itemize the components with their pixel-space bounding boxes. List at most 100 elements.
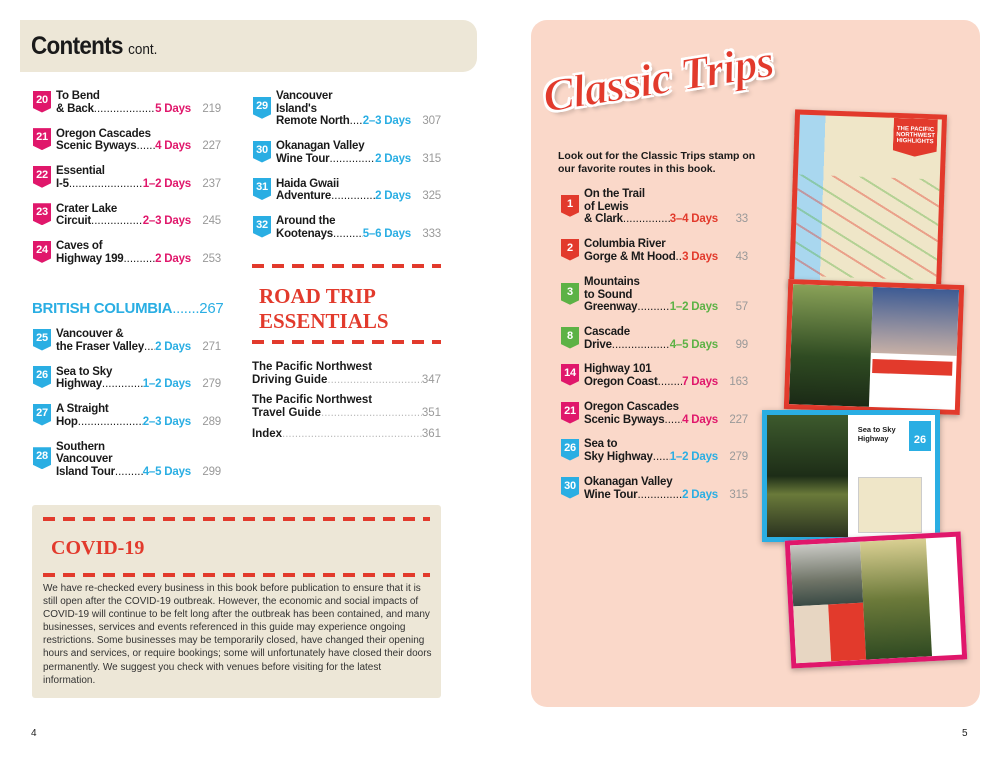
map-thumbnail: THE PACIFIC NORTHWEST HIGHLIGHTS xyxy=(788,109,948,293)
trip-duration: 2 Days xyxy=(375,190,411,202)
trip-duration: 1–2 Days xyxy=(669,450,718,463)
trip-number-badge: 23 xyxy=(33,203,51,226)
leader-dots: ........................................… xyxy=(123,252,156,265)
title-line: Remote North ...........................… xyxy=(276,115,411,128)
title-line: Gorge & Mt Hood ........................… xyxy=(584,251,718,264)
leader-dots: ........................................… xyxy=(664,413,683,426)
essentials-heading: ROAD TRIP ESSENTIALS xyxy=(259,284,389,334)
entry-title: To Bend& Back ..........................… xyxy=(56,90,191,115)
trip-number-badge: 31 xyxy=(253,178,271,200)
trip-number-badge: 30 xyxy=(253,140,271,163)
essentials-heading-line: ESSENTIALS xyxy=(259,309,389,333)
title-text: Driving Guide xyxy=(252,373,328,386)
title-line: The Pacific Northwest xyxy=(252,394,373,406)
map-routes xyxy=(794,174,940,281)
page-ref: 347 xyxy=(421,373,441,386)
toc-entry[interactable]: 30 Okanagan Valley Wine Tour .............… xyxy=(253,140,441,180)
trip-number-badge: 22 xyxy=(33,165,51,188)
coast-photo xyxy=(790,541,863,607)
essentials-entry[interactable]: The Pacific Northwest Driving Guide......… xyxy=(252,361,441,386)
title-line: Highway 199 ............................… xyxy=(56,253,191,266)
title-text: the Fraser Valley xyxy=(56,340,145,353)
leader-dots: ........................................… xyxy=(611,338,670,351)
title-line: Oregon Cascades xyxy=(584,401,679,413)
title-text: Wine Tour xyxy=(584,488,638,501)
section-british-columbia[interactable]: BRITISH COLUMBIA.......267 xyxy=(32,300,224,317)
trip-number-badge: 28 xyxy=(33,447,51,470)
title-line: Okanagan Valley xyxy=(276,140,365,152)
covid-text: We have re-checked every business in thi… xyxy=(43,583,432,686)
title-line: Island's xyxy=(276,102,317,115)
dashed-divider xyxy=(43,517,430,521)
trip-duration: 5 Days xyxy=(155,102,191,115)
trip-duration: 2 Days xyxy=(375,152,411,165)
page-ref: 219 xyxy=(202,102,221,115)
title-line: Essential xyxy=(56,165,105,178)
title-line: Highway ................................… xyxy=(56,378,191,391)
title-line: & Back .................................… xyxy=(56,103,191,116)
title-line: Scenic Byways ..........................… xyxy=(584,414,718,427)
essentials-entry[interactable]: The Pacific Northwest Travel Guide.......… xyxy=(252,394,441,419)
toc-entry[interactable]: 30 Okanagan Valley Wine Tour .............… xyxy=(561,476,748,516)
covid-heading: COVID-19 xyxy=(51,537,145,559)
toc-entry[interactable]: 1 On the Trail of Lewis & Clark ...........… xyxy=(561,188,748,228)
title-line: Scenic Byways ..........................… xyxy=(56,140,191,153)
leader-dots: ........................................… xyxy=(282,428,422,440)
trip-number-badge: 24 xyxy=(33,240,51,263)
essentials-entry[interactable]: Index...................................… xyxy=(252,428,441,441)
title-line: The Pacific Northwest xyxy=(252,361,373,373)
leader-dots: ........................................… xyxy=(77,415,143,428)
trip-number-badge: 20 xyxy=(33,90,51,113)
title-text: Gorge & Mt Hood xyxy=(584,250,676,263)
trip-number-badge: 30 xyxy=(561,476,579,499)
page-ref: 289 xyxy=(202,415,221,428)
title-line: Drive ..................................… xyxy=(584,339,718,352)
page-ref: 325 xyxy=(422,190,441,202)
trip-number-badge: 1 xyxy=(561,194,579,217)
title-line: Island Tour ............................… xyxy=(56,466,191,479)
title-text: & Back xyxy=(56,102,94,115)
title-line: On the Trail xyxy=(584,188,645,200)
page-title: Contents cont. xyxy=(31,32,157,61)
title-text: Oregon Coast xyxy=(584,375,658,388)
trip-number-badge: 21 xyxy=(33,128,51,151)
trip-number-badge: 32 xyxy=(253,215,271,238)
dashed-divider xyxy=(252,264,441,268)
essentials-heading-line: ROAD TRIP xyxy=(259,284,376,308)
title-line: Haida Gwaii xyxy=(276,177,339,190)
road-photo xyxy=(788,284,873,407)
title-line: Vancouver xyxy=(56,453,113,465)
title-cont: cont. xyxy=(128,41,158,58)
title-line: I-5 ....................................… xyxy=(56,178,191,191)
title-line: Driving Guide...........................… xyxy=(252,374,441,387)
title-text: & Clark xyxy=(584,213,623,225)
leader-dots: ........................................… xyxy=(114,465,143,478)
page-ref: 271 xyxy=(202,340,221,353)
eagle-photo xyxy=(767,415,848,537)
trip-duration: 2–3 Days xyxy=(142,215,191,228)
title-line: Oregon Cascades xyxy=(56,127,151,140)
title-line: Adventure ..............................… xyxy=(276,190,411,203)
